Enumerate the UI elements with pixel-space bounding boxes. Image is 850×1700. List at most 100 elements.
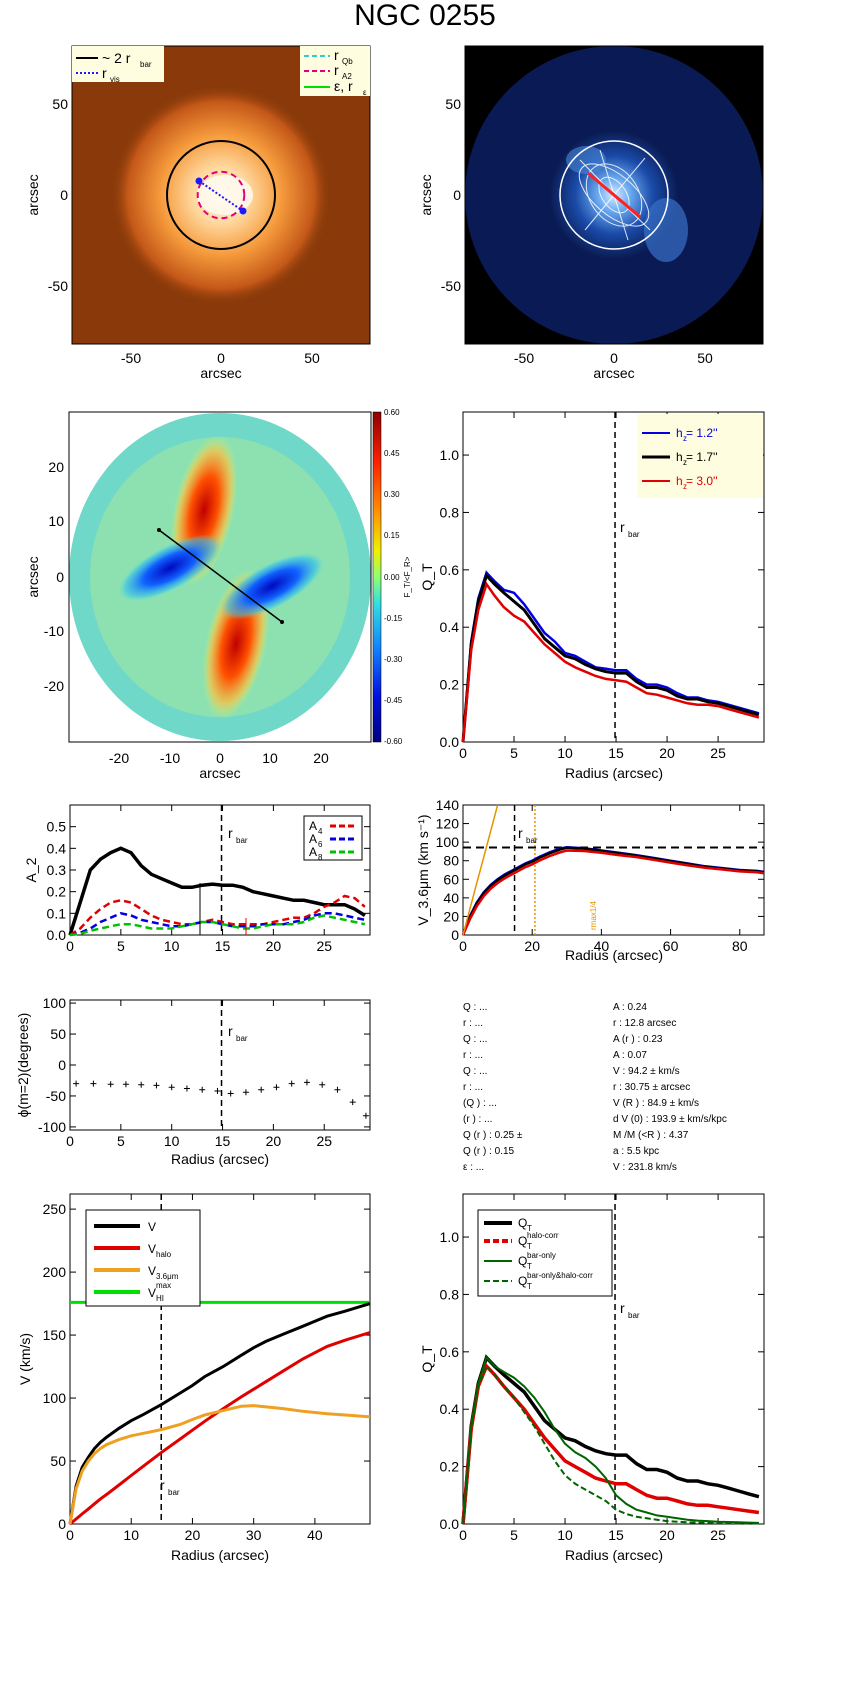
y-axis-label: arcsec — [418, 174, 434, 215]
legend-sub: T — [527, 1262, 532, 1271]
phase-points: 0 5 10 15 20 25 100 50 0 -50 -100 — [38, 995, 370, 1149]
y-tick-label: 20 — [48, 459, 64, 475]
legend-label: Q — [518, 1216, 527, 1230]
legend-sub: 6 — [318, 840, 323, 849]
y-tick-label: 0.0 — [47, 927, 67, 943]
info-left-4: Q : ... — [463, 1066, 487, 1077]
x-tick-label: 40 — [307, 1527, 323, 1543]
y-tick-label: 0.8 — [440, 1286, 460, 1302]
x-tick-label: 10 — [557, 745, 573, 761]
x-tick-label: 0 — [459, 1527, 467, 1543]
bar-line-end — [280, 620, 284, 624]
info-right-3: A : 0.07 — [613, 1050, 647, 1061]
velocity-series-line — [68, 1404, 371, 1525]
legend: Q T Q T halo-corr Q T bar-only Q T bar-o… — [484, 1216, 593, 1291]
plot-frame — [462, 1193, 765, 1525]
bar-line-end — [157, 528, 161, 532]
x-tick-label: 30 — [246, 1527, 262, 1543]
rbar-sub: bar — [236, 836, 248, 845]
panel-phase: 0 5 10 15 20 25 100 50 0 -50 -100 r bar Radius (ar… — [15, 995, 371, 1167]
page-title: NGC 0255 — [354, 0, 496, 32]
axes: -20 -10 0 10 20 20 10 0 -10 -20 arcsec a… — [25, 459, 329, 781]
y-tick-label: 100 — [43, 1390, 67, 1406]
negative-lobes — [117, 534, 325, 620]
y-tick-label: 0.4 — [47, 840, 67, 856]
phase-point — [242, 1089, 249, 1096]
legend-left: ~ 2 r bar r vis — [72, 46, 164, 84]
legend-label: V — [148, 1220, 156, 1234]
x-tick-label: 25 — [710, 745, 726, 761]
legend-label: ε, r — [334, 78, 353, 94]
x-tick-label: 60 — [663, 938, 679, 954]
panel-qt-profile: 0 5 10 15 20 25 0.0 0.2 0.4 0.6 0.8 1.0 h = 1.2'' z… — [419, 411, 765, 781]
y-tick-label: 60 — [443, 871, 459, 887]
y-axis-label: V (km/s) — [17, 1333, 33, 1385]
y-tick-label: 20 — [443, 908, 459, 924]
legend-sub: HI — [156, 1294, 164, 1303]
rvis-line — [198, 180, 244, 212]
phase-point — [122, 1081, 129, 1088]
y-tick-label: -20 — [44, 678, 64, 694]
legend-sub: bar — [140, 60, 152, 69]
legend-label: r — [102, 65, 107, 81]
colorbar-tick-label: 0.30 — [384, 490, 400, 499]
y-tick-label: 100 — [43, 995, 67, 1011]
rbar-label: r — [620, 519, 625, 535]
colorbar-tick-label: -0.30 — [384, 655, 403, 664]
legend: V V halo V 3.6μm V HI max — [94, 1220, 179, 1303]
colorbar-tick-label: -0.60 — [384, 737, 403, 746]
x-axis-label: Radius (arcsec) — [171, 1547, 269, 1563]
y-tick-label: 10 — [48, 513, 64, 529]
legend-sub: vis — [110, 75, 120, 84]
panel-velocity-decomposition: 0 10 20 30 40 0 50 100 150 200 250 V V halo V 3.6μ… — [17, 1193, 371, 1563]
x-axis-label: Radius (arcsec) — [565, 765, 663, 781]
y-tick-label: 80 — [443, 853, 459, 869]
x-tick-label: 10 — [262, 750, 278, 766]
legend-sub: 3.6μm — [156, 1272, 179, 1281]
y-tick-label: 0 — [60, 187, 68, 203]
phase-point — [349, 1099, 356, 1106]
x-axis-label: Radius (arcsec) — [565, 1547, 663, 1563]
x-tick-label: 0 — [610, 350, 618, 366]
info-right-2: A (r ) : 0.23 — [613, 1034, 663, 1045]
phase-point — [227, 1090, 234, 1097]
phase-point — [258, 1086, 265, 1093]
qt-series-line — [461, 572, 760, 743]
x-tick-label: 5 — [117, 1133, 125, 1149]
legend-sub: T — [527, 1242, 532, 1251]
y-tick-label: 0.0 — [440, 734, 460, 750]
am-series-line — [69, 914, 366, 937]
am-curves: 0 5 10 15 20 25 0.0 0.1 0.2 0.3 0.4 0.5 — [47, 805, 370, 954]
bar-line — [158, 529, 283, 623]
two-rbar-circle — [166, 140, 276, 250]
x-tick-label: 15 — [608, 1527, 624, 1543]
y-tick-label: 0 — [58, 1057, 66, 1073]
y-tick-label: -10 — [44, 623, 64, 639]
x-axis-label: Radius (arcsec) — [565, 947, 663, 963]
legend-sub: z — [683, 458, 687, 467]
legend-label: V — [148, 1286, 156, 1300]
y-tick-label: 0.5 — [47, 819, 67, 835]
legend-sub: 8 — [318, 853, 323, 862]
legend-sub: z — [683, 482, 687, 491]
rbar-label: r — [228, 1023, 233, 1039]
x-tick-label: 20 — [185, 1527, 201, 1543]
rbar-label: r — [620, 1300, 625, 1316]
info-right-8: M /M (<R ) : 4.37 — [613, 1130, 689, 1141]
x-tick-label: 10 — [557, 1527, 573, 1543]
rmax-label-text: r — [589, 927, 598, 930]
x-tick-label: -50 — [121, 350, 141, 366]
y-axis-label: Q_T — [419, 1345, 435, 1373]
phase-point — [73, 1080, 80, 1087]
rbar-sub: bar — [168, 1488, 180, 1497]
legend-right: r Qb r A2 ε, r ε — [300, 46, 370, 97]
x-axis-label: arcsec — [199, 765, 240, 781]
y-tick-label: 50 — [50, 1026, 66, 1042]
info-left-7: (r ) : ... — [463, 1114, 492, 1125]
phase-point — [273, 1084, 280, 1091]
x-tick-label: -10 — [160, 750, 180, 766]
panel-qt-corrected: 0 5 10 15 20 25 0.0 0.2 0.4 0.6 0.8 1.0 Q T Q T hal… — [419, 1193, 765, 1563]
x-tick-label: 25 — [316, 1133, 332, 1149]
